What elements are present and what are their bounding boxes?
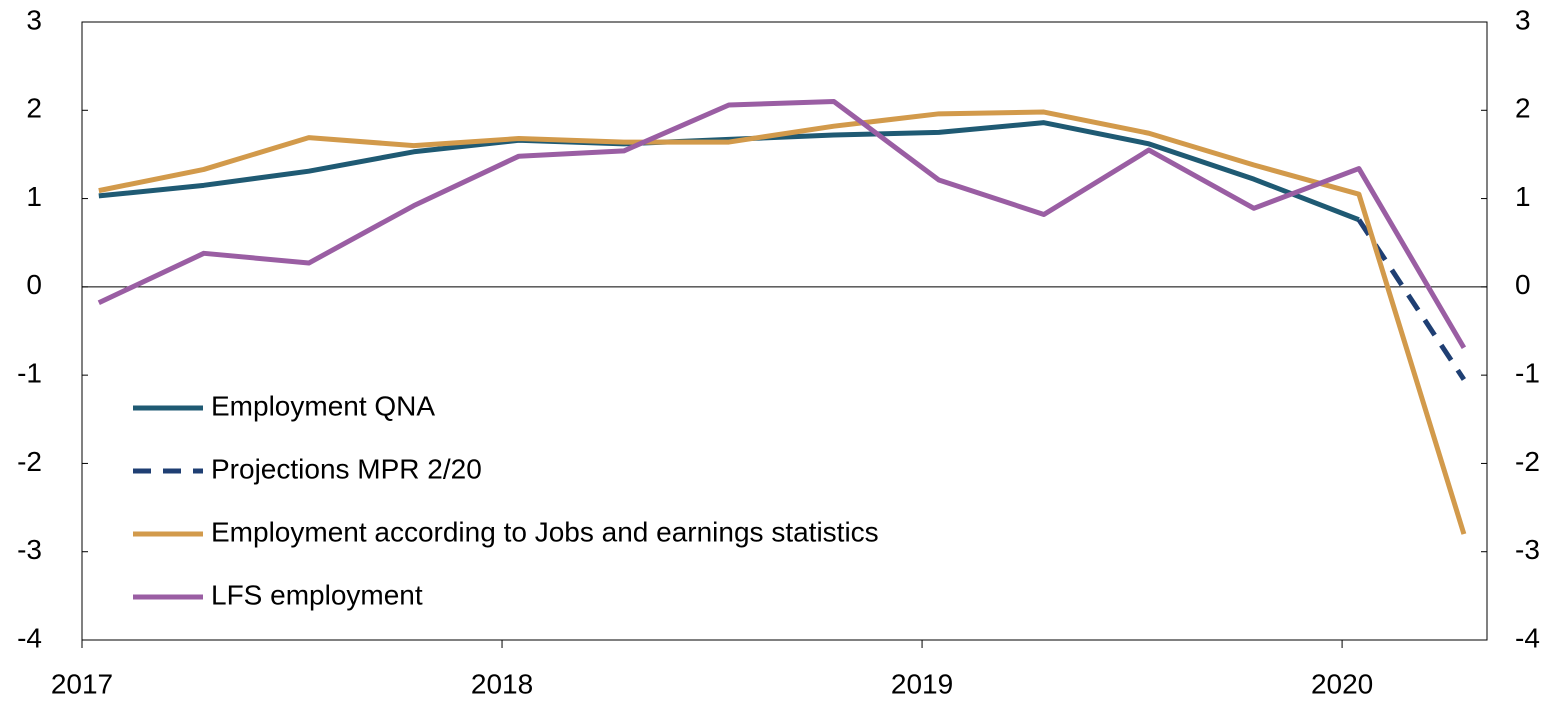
y-tick-label: -4 [17,622,42,653]
y2-tick-label: -1 [1515,358,1540,389]
y-tick-label: -3 [17,534,42,565]
y2-tick-label: 0 [1515,269,1531,300]
y-tick-label: 1 [26,181,42,212]
legend-label: Employment QNA [211,390,435,421]
x-tick-label: 2020 [1311,668,1373,699]
legend-label: LFS employment [211,579,423,610]
y-tick-label: -1 [17,358,42,389]
y-tick-label: -2 [17,446,42,477]
series-line [97,98,1467,350]
y2-tick-label: -4 [1515,622,1540,653]
legend-label: Projections MPR 2/20 [211,453,482,484]
y-tick-label: 3 [26,4,42,35]
y-tick-label: 2 [26,93,42,124]
plot-frame [81,21,1488,641]
y2-tick-label: 1 [1515,181,1531,212]
y2-tick-label: 2 [1515,93,1531,124]
legend-label: Employment according to Jobs and earning… [211,516,879,547]
y2-tick-label: -3 [1515,534,1540,565]
x-tick-label: 2017 [51,668,113,699]
series-line [98,109,1467,535]
y-tick-label: 0 [26,269,42,300]
y2-tick-label: 3 [1515,4,1531,35]
x-tick-label: 2019 [891,668,953,699]
y2-tick-label: -2 [1515,446,1540,477]
x-tick-label: 2018 [471,668,533,699]
series-line [98,120,1360,223]
